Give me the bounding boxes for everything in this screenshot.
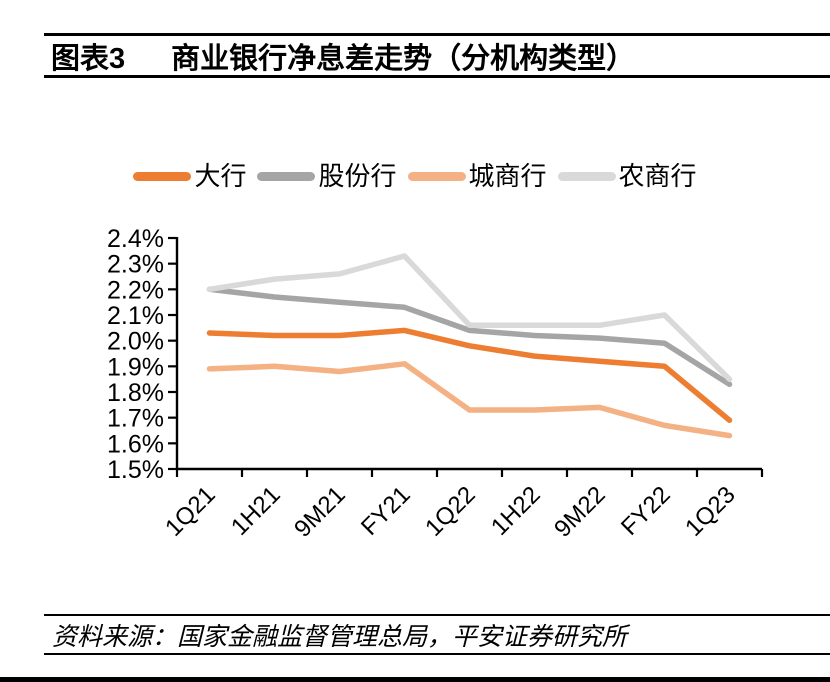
legend-swatch [257,171,316,181]
x-tick-label: FY22 [616,481,676,541]
legend-label: 股份行 [318,161,397,191]
y-tick-label: 1.8% [107,379,164,407]
figure-header: 图表3 商业银行净息差走势（分机构类型） [44,33,830,78]
legend-swatch [557,171,616,181]
legend-label: 城商行 [468,161,547,191]
legend-item: 农商行 [557,161,697,191]
y-tick-label: 2.4% [107,225,164,253]
legend-item: 大行 [133,163,246,189]
y-tick-label: 2.2% [107,276,164,304]
figure-number: 图表3 [51,42,126,75]
x-tick-label: 9M22 [549,481,611,543]
x-tick-label: 1Q22 [420,481,481,542]
y-tick-label: 2.3% [107,251,164,279]
x-tick-label: 1Q23 [680,481,741,542]
y-tick-label: 2.0% [107,328,164,356]
page-bottom-bar [0,677,830,682]
series-line [206,253,733,382]
y-tick-label: 1.9% [107,353,164,381]
y-tick-label: 1.7% [107,405,164,433]
axis-lines [175,237,762,471]
legend-swatch [407,171,466,181]
figure-footer: 资料来源：国家金融监督管理总局，平安证券研究所 [44,614,830,655]
legend: 大行 股份行 城商行 农商行 [0,163,830,189]
legend-label: 农商行 [618,161,697,191]
x-tick-label: FY21 [356,481,416,541]
figure-title: 商业银行净息差走势（分机构类型） [171,42,636,75]
y-tick-label: 1.5% [107,456,164,484]
x-tick-label: 1Q21 [160,481,221,542]
x-tick-label: 1H22 [486,481,546,541]
legend-item: 股份行 [257,161,397,191]
y-tick-label: 2.1% [107,302,164,330]
series-line [206,327,733,423]
legend-label: 大行 [194,161,247,191]
legend-item: 城商行 [407,161,547,191]
series-line [206,361,733,439]
y-tick-label: 1.6% [107,430,164,458]
legend-swatch [133,171,192,181]
x-tick-label: 9M21 [289,481,351,543]
source-text: 资料来源：国家金融监督管理总局，平安证券研究所 [52,622,628,651]
x-tick-label: 1H21 [226,481,286,541]
series-line [206,286,733,388]
